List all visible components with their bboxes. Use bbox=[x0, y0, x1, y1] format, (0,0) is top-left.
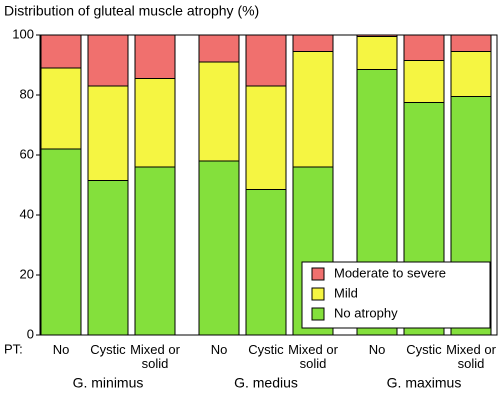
plot-frame bbox=[39, 34, 498, 336]
bar-segment bbox=[87, 34, 129, 87]
x-tick-label: Cystic bbox=[248, 342, 284, 357]
bar-segment bbox=[403, 60, 445, 103]
bar-segment bbox=[356, 36, 398, 70]
bar-segment bbox=[245, 85, 287, 190]
x-tick-label: Mixed or solid bbox=[446, 342, 496, 371]
x-tick-label: No bbox=[52, 342, 70, 357]
bar-segment bbox=[245, 34, 287, 87]
legend-box bbox=[301, 261, 491, 329]
x-tick-label: Cystic bbox=[90, 342, 126, 357]
legend-label: Mild bbox=[334, 285, 358, 300]
bar-segment bbox=[134, 166, 176, 336]
bar-segment bbox=[198, 160, 240, 336]
x-tick-label: Mixed or solid bbox=[130, 342, 180, 371]
bar-segment bbox=[87, 180, 129, 336]
axis-prefix: PT: bbox=[4, 341, 23, 356]
legend-swatch bbox=[311, 307, 325, 321]
y-tick-label: 60 bbox=[20, 146, 34, 161]
bar-segment bbox=[198, 61, 240, 162]
y-tick-label: 100 bbox=[12, 26, 34, 41]
y-tick-label: 0 bbox=[27, 326, 34, 341]
bar-segment bbox=[292, 51, 334, 168]
bar-segment bbox=[40, 34, 82, 69]
legend-label: Moderate to severe bbox=[334, 265, 446, 280]
group-label: G. medius bbox=[234, 375, 298, 391]
legend-swatch bbox=[311, 287, 325, 301]
bar-segment bbox=[450, 51, 492, 97]
y-tick-label: 40 bbox=[20, 206, 34, 221]
y-tick-label: 20 bbox=[20, 266, 34, 281]
bar-segment bbox=[198, 34, 240, 63]
group-label: G. minimus bbox=[73, 375, 144, 391]
group-label: G. maximus bbox=[387, 375, 462, 391]
bar-segment bbox=[40, 148, 82, 336]
bar-segment bbox=[134, 78, 176, 168]
bar-segment bbox=[87, 85, 129, 181]
legend-swatch bbox=[311, 267, 325, 281]
chart-title: Distribution of gluteal muscle atrophy (… bbox=[4, 3, 259, 19]
x-tick-label: No bbox=[368, 342, 386, 357]
legend-label: No atrophy bbox=[334, 305, 398, 320]
bar-segment bbox=[450, 34, 492, 52]
y-tick-label: 80 bbox=[20, 86, 34, 101]
bar-segment bbox=[40, 67, 82, 150]
x-tick-label: Cystic bbox=[406, 342, 442, 357]
bar-segment bbox=[134, 34, 176, 79]
bar-segment bbox=[292, 34, 334, 52]
bar-segment bbox=[245, 189, 287, 336]
x-tick-label: No bbox=[210, 342, 228, 357]
x-tick-label: Mixed or solid bbox=[288, 342, 338, 371]
bar-segment bbox=[403, 34, 445, 61]
